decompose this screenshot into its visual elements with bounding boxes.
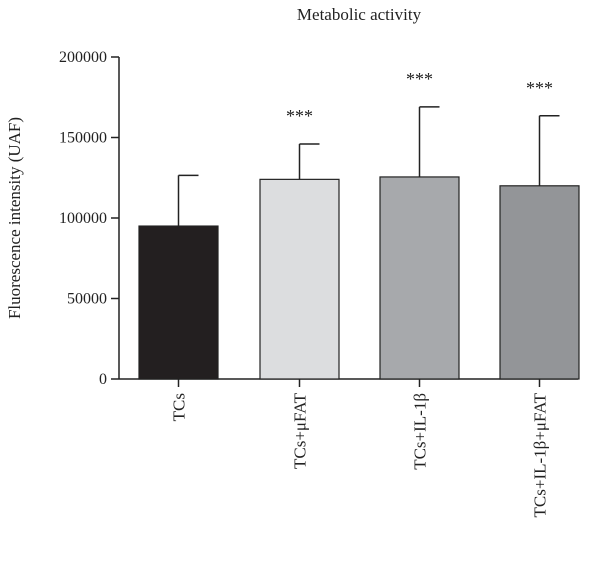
bars: *** *** *** — [138, 69, 580, 380]
x-tick-label: TCs — [170, 393, 189, 421]
significance-label: *** — [286, 106, 313, 126]
y-axis-label: Fluorescence intensity (UAF) — [5, 117, 24, 319]
bar — [379, 176, 460, 380]
x-tick-label: TCs+IL-1β — [411, 393, 430, 470]
significance-label: *** — [406, 69, 433, 89]
chart-title: Metabolic activity — [297, 5, 422, 24]
y-tick-label: 50000 — [67, 291, 107, 308]
y-axis-ticks: 0 50000 100000 150000 200000 — [59, 49, 119, 388]
bar — [138, 225, 219, 380]
x-tick-label: TCs+μFAT — [291, 392, 310, 469]
x-tick-label: TCs+IL-1β+μFAT — [531, 392, 550, 517]
bar — [499, 185, 580, 380]
y-tick-label: 0 — [99, 371, 107, 388]
significance-label: *** — [526, 78, 553, 98]
x-axis-ticks: TCs TCs+μFAT TCs+IL-1β TCs+IL-1β+μFAT — [170, 379, 550, 517]
y-tick-label: 100000 — [59, 210, 107, 227]
y-tick-label: 150000 — [59, 130, 107, 147]
y-tick-label: 200000 — [59, 49, 107, 66]
bar — [259, 178, 340, 380]
